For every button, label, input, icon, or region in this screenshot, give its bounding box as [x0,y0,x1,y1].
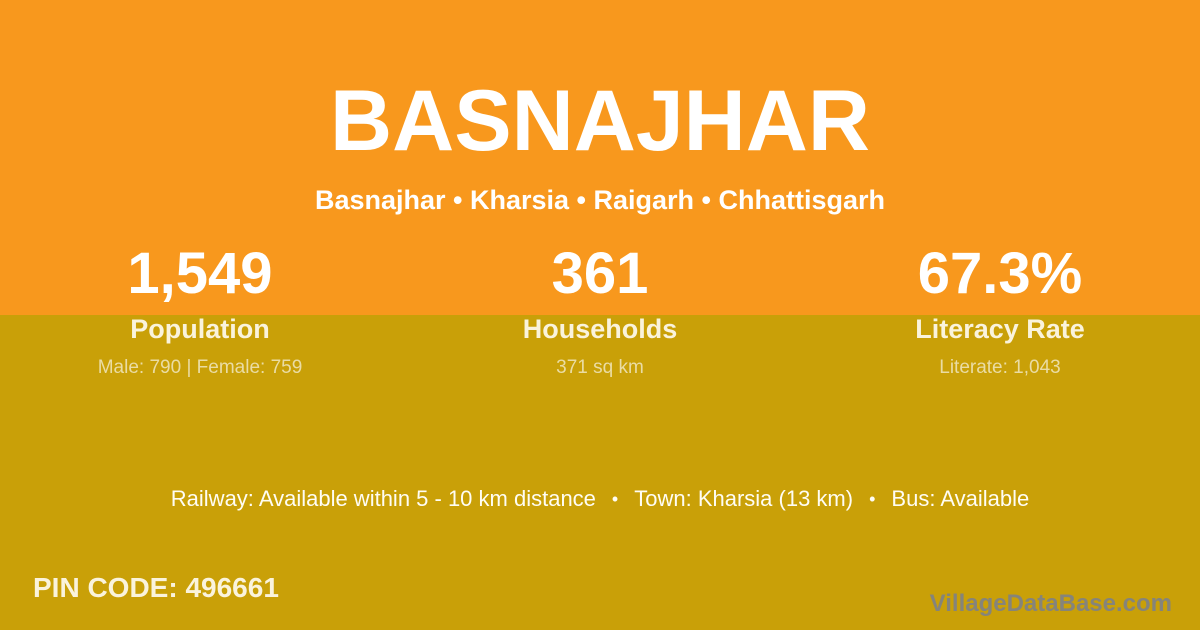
households-detail: 371 sq km [556,357,644,378]
town-info: Town: Kharsia (13 km) [634,486,854,511]
bus-info: Bus: Available [891,486,1030,511]
bullet-separator: • [611,489,619,509]
population-label: Population [130,314,270,344]
households-label: Households [522,314,678,344]
stat-population: 1,549 Population Male: 790 | Female: 759 [0,244,400,379]
stat-households: 361 Households 371 sq km [400,244,800,379]
population-value: 1,549 [127,241,273,306]
literacy-value: 67.3% [917,241,1083,306]
households-value: 361 [551,241,649,306]
bullet-separator: • [869,489,876,509]
stats-row: 1,549 Population Male: 790 | Female: 759… [0,244,1200,379]
orange-background-band [0,0,1200,315]
population-detail: Male: 790 | Female: 759 [97,357,303,378]
literacy-label: Literacy Rate [915,314,1085,344]
watermark-brand: VillageDataBase.com [929,590,1172,617]
stat-literacy: 67.3% Literacy Rate Literate: 1,043 [800,244,1200,379]
page-title: BASNAJHAR [330,73,870,169]
transport-info-line: Railway: Available within 5 - 10 km dist… [0,485,1200,513]
literacy-detail: Literate: 1,043 [939,357,1061,378]
pin-code: PIN CODE: 496661 [33,572,279,603]
railway-info: Railway: Available within 5 - 10 km dist… [170,486,596,511]
breadcrumb: Basnajhar • Kharsia • Raigarh • Chhattis… [314,185,885,215]
gold-background-band [0,315,1200,630]
